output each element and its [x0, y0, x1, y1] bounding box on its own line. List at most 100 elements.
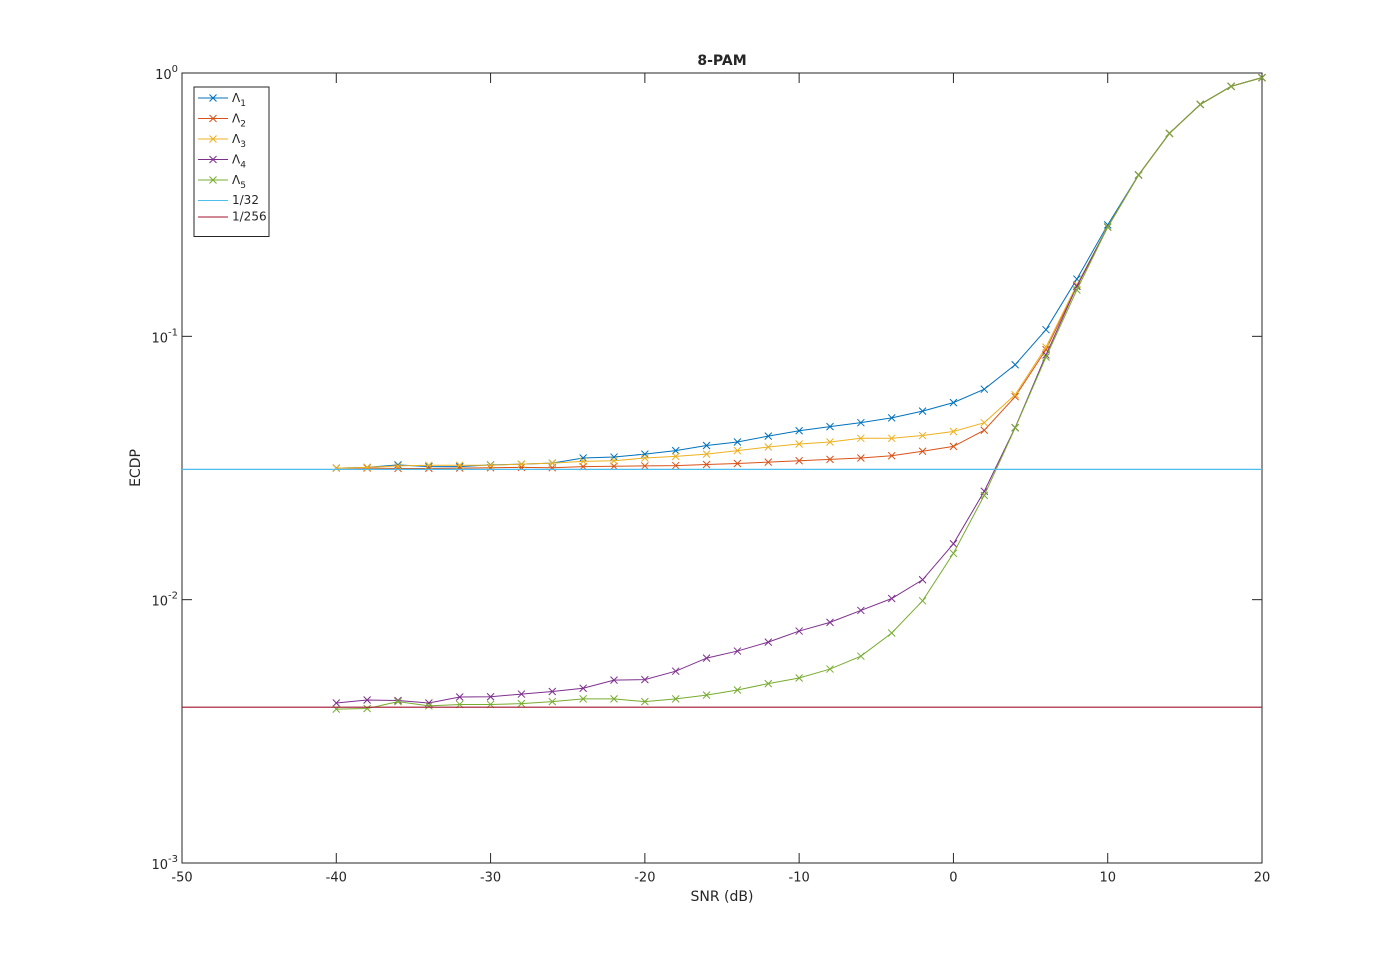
- marker: [1103, 223, 1112, 231]
- marker: [826, 455, 834, 464]
- tick-exponent: 0: [172, 64, 178, 75]
- tick-exponent: -2: [168, 591, 178, 602]
- legend-marker: [209, 94, 217, 102]
- marker: [548, 459, 557, 467]
- marker: [980, 491, 989, 500]
- marker: [795, 627, 803, 635]
- marker: [764, 458, 773, 466]
- marker: [671, 452, 680, 461]
- marker: [826, 665, 834, 673]
- marker: [887, 594, 896, 603]
- marker: [949, 442, 958, 451]
- marker: [363, 704, 371, 713]
- legend-name: Λ: [232, 173, 241, 187]
- marker: [671, 695, 680, 703]
- marker: [702, 654, 711, 662]
- marker: [1165, 129, 1174, 138]
- marker: [610, 462, 618, 471]
- legend-label: Λ2: [232, 111, 246, 129]
- marker: [425, 464, 433, 473]
- marker: [579, 684, 587, 693]
- legend-label: 1/32: [232, 193, 259, 207]
- tick-exponent: -3: [168, 854, 178, 865]
- marker: [610, 695, 618, 703]
- marker: [671, 461, 680, 470]
- legend-marker: [209, 114, 217, 123]
- marker: [641, 675, 649, 684]
- marker: [1042, 353, 1050, 361]
- legend-name: Λ: [232, 152, 241, 166]
- marker: [671, 446, 680, 455]
- tick-base: 10: [151, 858, 168, 873]
- y-axis-label: ECDP: [128, 449, 144, 487]
- legend-name: Λ: [232, 132, 241, 146]
- marker: [1073, 286, 1081, 294]
- marker: [733, 686, 742, 694]
- marker: [949, 549, 958, 558]
- marker: [641, 462, 649, 470]
- marker: [1196, 100, 1205, 109]
- marker: [857, 652, 865, 661]
- marker: [918, 447, 927, 456]
- marker: [764, 432, 773, 440]
- marker: [857, 434, 865, 443]
- marker: [764, 679, 773, 688]
- marker: [887, 414, 896, 422]
- marker: [733, 446, 742, 455]
- marker: [363, 696, 371, 704]
- marker: [455, 461, 464, 470]
- marker: [548, 687, 557, 696]
- x-tick-label: -30: [480, 871, 501, 886]
- x-tick-label: 10: [1099, 871, 1116, 886]
- marker: [887, 451, 896, 460]
- marker: [486, 461, 495, 470]
- marker: [1258, 73, 1266, 82]
- marker: [980, 385, 989, 394]
- marker: [394, 462, 402, 470]
- marker: [1011, 390, 1019, 399]
- marker: [1227, 82, 1235, 91]
- tick-base: 10: [151, 594, 168, 609]
- marker: [795, 674, 803, 682]
- marker: [795, 456, 803, 465]
- tick-base: 10: [151, 331, 168, 346]
- marker: [332, 464, 341, 472]
- legend-name: Λ: [232, 111, 241, 125]
- marker: [702, 460, 711, 469]
- marker: [394, 697, 402, 706]
- legend-subscript: 1: [240, 99, 246, 109]
- legend-label: Λ4: [232, 152, 246, 170]
- marker: [826, 618, 834, 627]
- x-tick-label: -50: [171, 871, 192, 886]
- legend-label: Λ3: [232, 132, 246, 150]
- marker: [394, 696, 402, 705]
- legend-subscript: 2: [240, 119, 246, 129]
- x-tick-label: -10: [789, 871, 810, 886]
- marker: [1042, 325, 1050, 334]
- marker: [702, 450, 711, 458]
- marker: [579, 454, 587, 462]
- marker: [857, 418, 865, 427]
- marker: [857, 454, 865, 462]
- marker: [918, 596, 927, 605]
- legend-marker: [209, 155, 217, 164]
- marker: [702, 691, 711, 699]
- marker: [1011, 392, 1019, 401]
- marker: [949, 427, 958, 436]
- legend-subscript: 5: [240, 181, 246, 191]
- marker: [579, 457, 587, 466]
- marker: [702, 441, 711, 450]
- marker: [641, 450, 649, 458]
- marker: [1011, 360, 1019, 369]
- marker: [455, 464, 464, 472]
- marker: [486, 692, 495, 701]
- legend-box: [193, 86, 270, 237]
- marker: [949, 539, 958, 548]
- tick-exponent: -1: [168, 327, 178, 338]
- marker: [363, 464, 371, 472]
- legend-label: Λ5: [232, 173, 246, 191]
- marker: [641, 454, 649, 462]
- legend-subscript: 3: [240, 140, 246, 150]
